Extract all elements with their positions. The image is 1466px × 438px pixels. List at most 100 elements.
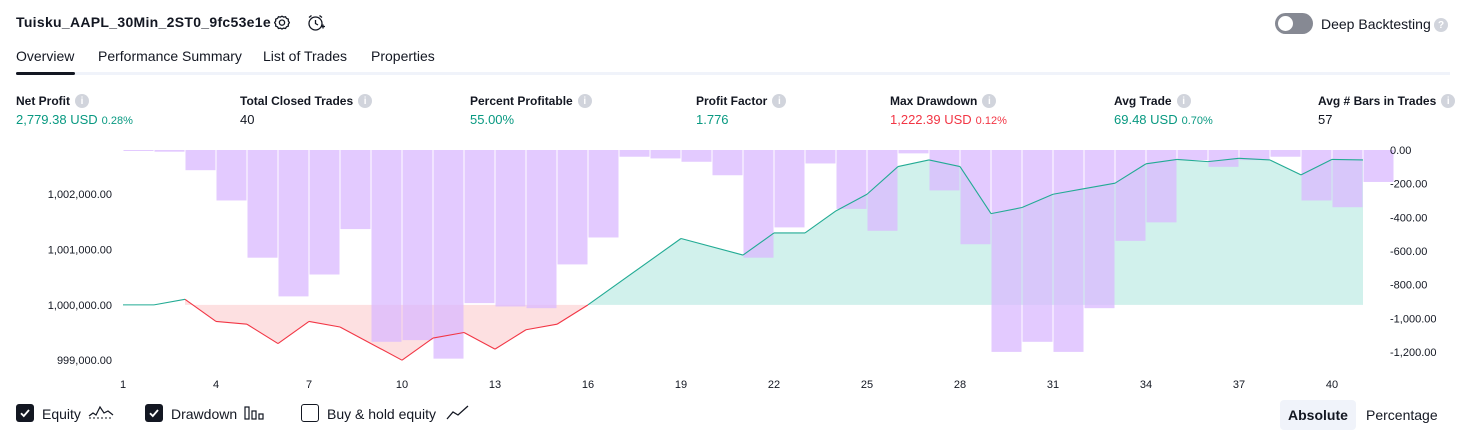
- drawdown-bar: [1084, 150, 1115, 309]
- equity-line-segment: [835, 193, 868, 212]
- equity-line-segment: [680, 237, 744, 256]
- left-axis-tick-label: 1,000,000.00: [48, 300, 112, 312]
- equity-line-segment: [339, 326, 372, 345]
- profit-factor-value: 1.776: [696, 112, 729, 127]
- percentage-mode-button[interactable]: Percentage: [1366, 407, 1438, 423]
- tab-bar-divider: [16, 72, 1450, 75]
- drawdown-legend-label[interactable]: Drawdown: [171, 406, 238, 422]
- equity-line-segment: [897, 159, 930, 168]
- drawdown-bar: [836, 150, 867, 209]
- info-icon[interactable]: i: [358, 94, 373, 108]
- drawdown-bar: [557, 150, 588, 265]
- drawdown-bar: [712, 150, 743, 176]
- add-alert-icon[interactable]: [306, 13, 326, 33]
- equity-line-segment: [1021, 193, 1054, 209]
- x-axis-tick-label: 31: [1047, 379, 1059, 391]
- drawdown-bar: [433, 150, 464, 359]
- equity-line-segment: [1114, 163, 1147, 184]
- tab-list-of-trades[interactable]: List of Trades: [263, 48, 348, 64]
- right-axis-tick-label: -1,000.00: [1390, 313, 1436, 325]
- drawdown-bar: [1363, 150, 1394, 182]
- max-drawdown-value: 1,222.39 USD 0.12%: [890, 112, 1007, 127]
- deep-backtesting-toggle[interactable]: [1275, 13, 1313, 34]
- drawdown-bar: [588, 150, 619, 238]
- equity-line-segment: [1176, 158, 1209, 163]
- percent-profitable-label: Percent Profitable i: [470, 94, 592, 108]
- drawdown-bar: [929, 150, 960, 191]
- tab-overview[interactable]: Overview: [16, 48, 75, 64]
- info-icon[interactable]: i: [772, 94, 787, 108]
- x-axis-tick-label: 7: [306, 379, 312, 391]
- strategy-title: Tuisku_AAPL_30Min_2ST0_9fc53e1e: [16, 14, 271, 30]
- equity-line-segment: [1238, 157, 1271, 161]
- buy-hold-checkbox[interactable]: [301, 404, 319, 422]
- buy-hold-legend-label[interactable]: Buy & hold equity: [327, 406, 436, 422]
- net-profit-value: 2,779.38 USD 0.28%: [16, 112, 133, 127]
- drawdown-bar: [371, 150, 402, 342]
- right-axis-tick-label: -800.00: [1390, 280, 1427, 292]
- drawdown-bar: [526, 150, 557, 309]
- equity-line-segment: [184, 298, 217, 322]
- percent-profitable-value: 55.00%: [470, 112, 515, 127]
- drawdown-bar: [278, 150, 309, 297]
- equity-line-segment: [1269, 159, 1302, 176]
- drawdown-bar: [402, 150, 433, 341]
- equity-line-segment: [494, 329, 527, 350]
- info-icon[interactable]: i: [1176, 94, 1191, 108]
- x-axis-tick-label: 1: [120, 379, 126, 391]
- tab-properties[interactable]: Properties: [371, 48, 435, 64]
- equity-line-segment: [804, 210, 837, 234]
- equity-line-segment: [246, 323, 279, 345]
- bar-chart-icon: [244, 404, 266, 427]
- drawdown-bar: [805, 150, 836, 164]
- equity-legend-label[interactable]: Equity: [42, 406, 81, 422]
- drawdown-bar: [185, 150, 216, 171]
- x-axis-tick-label: 22: [768, 379, 780, 391]
- equity-line-segment: [556, 304, 589, 325]
- x-axis-tick-label: 4: [213, 379, 219, 391]
- left-axis-tick-label: 1,001,000.00: [48, 245, 112, 257]
- drawdown-bar: [774, 150, 805, 228]
- drawdown-bar: [743, 150, 774, 258]
- drawdown-bar: [1239, 150, 1270, 161]
- info-icon[interactable]: i: [75, 94, 89, 108]
- drawdown-bar: [1115, 150, 1146, 241]
- equity-line-segment: [1083, 182, 1116, 190]
- equity-line-segment: [1052, 188, 1085, 195]
- info-icon[interactable]: i: [1441, 94, 1456, 108]
- drawdown-bar: [650, 150, 681, 159]
- right-axis-tick-label: -1,200.00: [1390, 347, 1436, 359]
- x-axis-tick-label: 16: [582, 379, 594, 391]
- drawdown-bar: [898, 150, 929, 154]
- drawdown-bar: [867, 150, 898, 231]
- gear-icon[interactable]: [272, 13, 292, 33]
- equity-line-segment: [525, 323, 558, 331]
- equity-line-segment: [370, 343, 403, 361]
- max-drawdown-label: Max Drawdown i: [890, 94, 997, 108]
- info-icon[interactable]: i: [577, 94, 592, 108]
- drawdown-bar: [1270, 150, 1301, 157]
- tab-performance-summary[interactable]: Performance Summary: [98, 48, 242, 64]
- equity-checkbox[interactable]: [16, 404, 34, 422]
- equity-line-segment: [1331, 158, 1364, 161]
- equity-line-segment: [432, 331, 465, 339]
- x-axis-tick-label: 13: [489, 379, 501, 391]
- equity-line-segment: [277, 321, 310, 345]
- drawdown-checkbox[interactable]: [145, 404, 163, 422]
- drawdown-bar: [681, 150, 712, 162]
- right-axis-tick-label: -400.00: [1390, 212, 1427, 224]
- drawdown-bar: [1177, 150, 1208, 161]
- equity-line-segment: [153, 298, 186, 306]
- equity-line-segment: [742, 232, 775, 256]
- equity-line-icon: [88, 404, 114, 427]
- drawdown-bar: [309, 150, 340, 275]
- avg-bars-label: Avg # Bars in Trades i: [1318, 94, 1456, 108]
- absolute-mode-button[interactable]: Absolute: [1280, 400, 1356, 430]
- drawdown-bar: [991, 150, 1022, 352]
- info-icon[interactable]: i: [982, 94, 997, 108]
- equity-line-segment: [401, 337, 434, 361]
- deep-backtesting-label: Deep Backtesting: [1321, 16, 1431, 32]
- x-axis-tick-label: 37: [1233, 379, 1245, 391]
- help-icon[interactable]: ?: [1434, 18, 1448, 32]
